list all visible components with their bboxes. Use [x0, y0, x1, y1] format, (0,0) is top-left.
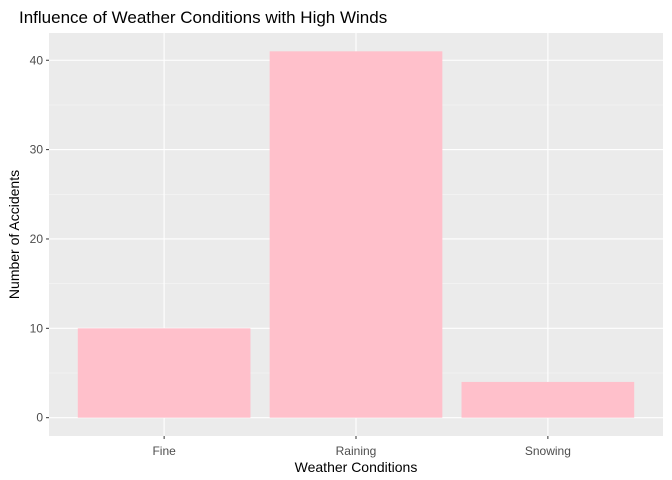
chart-title: Influence of Weather Conditions with Hig…: [19, 8, 387, 27]
y-tick-label: 20: [30, 232, 44, 246]
y-tick-label: 40: [30, 53, 44, 67]
x-axis-title: Weather Conditions: [295, 459, 418, 475]
y-tick-label: 10: [30, 321, 44, 335]
x-tick-label: Snowing: [525, 444, 571, 458]
bar-raining: [269, 51, 443, 418]
y-axis: 0 10 20 30 40: [30, 53, 49, 425]
bar-fine: [77, 328, 251, 418]
x-tick-label: Fine: [152, 444, 176, 458]
y-tick-label: 0: [36, 411, 43, 425]
y-axis-title: Number of Accidents: [6, 170, 22, 299]
bars: [77, 51, 635, 418]
bar-snowing: [461, 381, 635, 418]
x-tick-label: Raining: [336, 444, 377, 458]
y-tick-label: 30: [30, 143, 44, 157]
x-axis: Fine Raining Snowing: [152, 436, 571, 458]
